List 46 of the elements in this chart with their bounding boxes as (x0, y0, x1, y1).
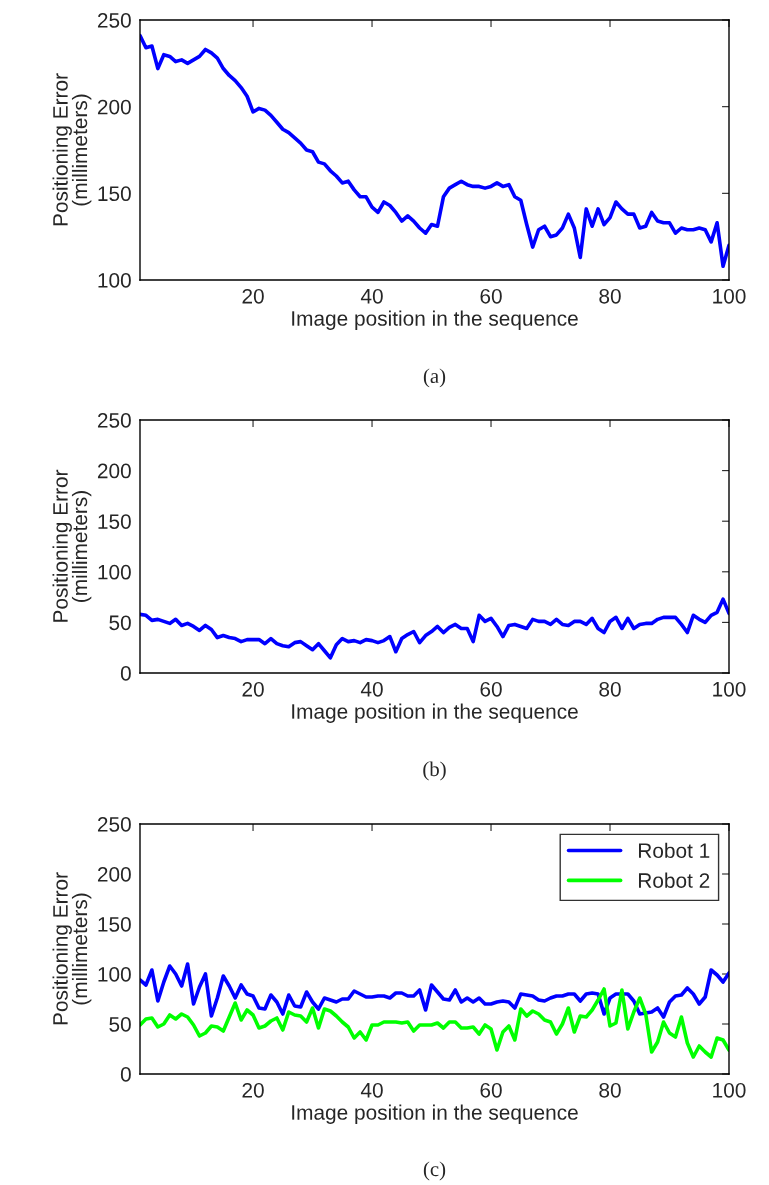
y-tick-label: 50 (109, 1017, 131, 1032)
y-tick-label: 150 (98, 514, 131, 529)
x-tick-label: 60 (480, 288, 502, 304)
x-axis-title: Image position in the sequence (292, 1104, 578, 1124)
x-tick-label: 80 (599, 1082, 621, 1098)
x-tick-label: 40 (360, 1082, 383, 1098)
x-tick-label: 20 (242, 681, 264, 697)
text: (c) (423, 1161, 446, 1181)
x-tick-label: 100 (713, 681, 746, 697)
text: (b) (423, 761, 446, 781)
y-tick-label: 50 (109, 615, 131, 631)
x-tick-label: 100 (713, 1082, 746, 1098)
y-tick-label: 100 (98, 967, 131, 982)
x-tick-label: 40 (360, 681, 383, 697)
legend-label: Robot 1 (639, 842, 710, 859)
y-tick-label: 150 (98, 917, 131, 932)
y-tick-label: 100 (98, 273, 131, 288)
x-tick-label: 100 (713, 288, 746, 304)
x-axis-title: Image position in the sequence (292, 310, 578, 330)
y-tick-label: 0 (120, 666, 131, 681)
x-tick-label: 20 (242, 1082, 264, 1098)
y-tick-label: 200 (97, 463, 131, 479)
text: (a) (423, 368, 446, 388)
y-tick-label: 100 (98, 564, 131, 580)
x-tick-label: 60 (480, 681, 502, 697)
y-tick-label: 200 (97, 99, 131, 115)
y-tick-label: 250 (97, 817, 131, 832)
x-tick-label: 20 (242, 288, 264, 304)
y-tick-label: 250 (97, 413, 131, 428)
y-axis-title: Positioning Error (millimeters) (52, 872, 92, 1025)
y-axis-title: Positioning Error (millimeters) (52, 469, 92, 622)
y-tick-label: 250 (97, 13, 131, 28)
line-series (140, 33, 729, 268)
x-axis-title: Image position in the sequence (292, 703, 578, 723)
y-axis-title: Positioning Error (millimeters) (52, 73, 92, 226)
y-tick-label: 0 (120, 1067, 131, 1082)
x-tick-label: 40 (360, 288, 383, 304)
y-tick-label: 150 (98, 186, 131, 202)
line-series (140, 987, 729, 1059)
y-tick-label: 200 (97, 867, 131, 882)
line-series (140, 597, 729, 660)
line-series (140, 962, 729, 1019)
x-tick-label: 80 (599, 681, 621, 697)
x-tick-label: 80 (599, 288, 621, 304)
legend-label: Robot 2 (639, 872, 710, 888)
x-tick-label: 60 (480, 1082, 502, 1098)
